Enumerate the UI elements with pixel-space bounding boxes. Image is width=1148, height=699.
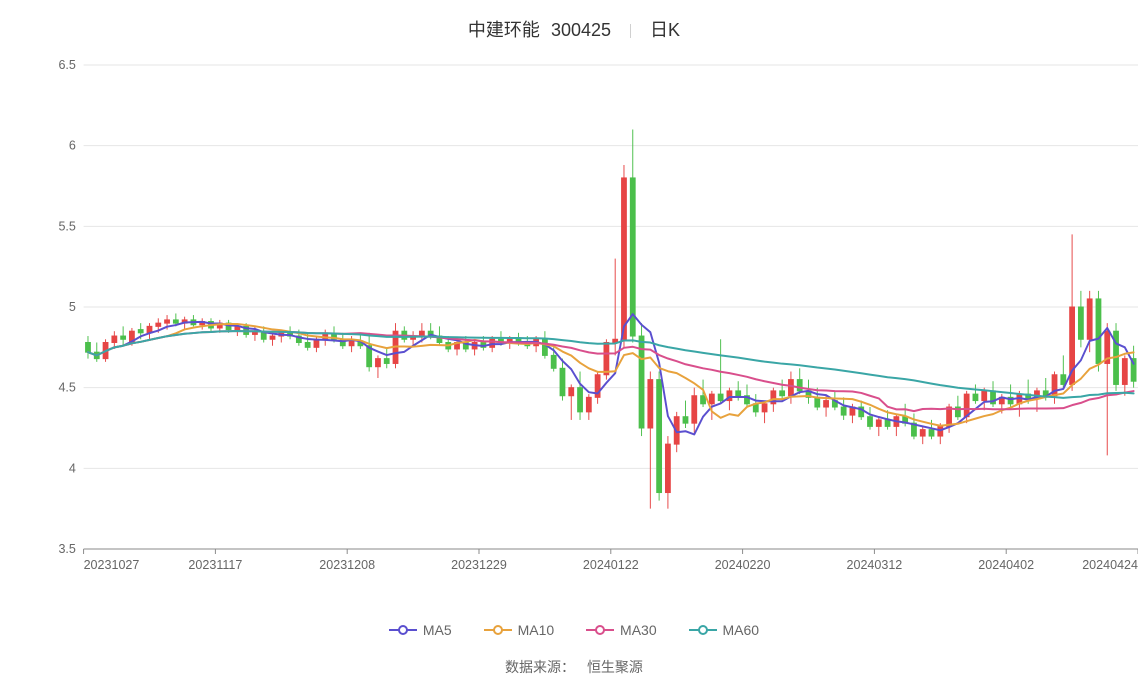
chart-legend: MA5 MA10 MA30 MA60 — [0, 622, 1148, 639]
legend-item-ma5[interactable]: MA5 — [389, 622, 452, 638]
svg-text:3.5: 3.5 — [58, 541, 75, 556]
plot-area: 3.5 4 4.5 5 5.5 6 6.5 20231027 20231117 20231208 2… — [45, 55, 1138, 579]
legend-swatch-ma10 — [484, 624, 512, 636]
svg-text:20240312: 20240312 — [847, 557, 903, 572]
legend-item-ma60[interactable]: MA60 — [689, 622, 760, 638]
svg-text:20240424: 20240424 — [1082, 557, 1138, 572]
legend-item-ma10[interactable]: MA10 — [484, 622, 555, 638]
svg-text:20240122: 20240122 — [583, 557, 639, 572]
legend-swatch-ma30 — [586, 624, 614, 636]
svg-text:20240220: 20240220 — [715, 557, 771, 572]
svg-text:4.5: 4.5 — [58, 379, 75, 394]
svg-text:20231117: 20231117 — [188, 557, 242, 572]
legend-label-ma5: MA5 — [423, 622, 452, 638]
svg-text:4: 4 — [69, 460, 76, 475]
chart-title: 中建环能 300425 日K — [0, 16, 1148, 42]
svg-text:20231229: 20231229 — [451, 557, 507, 572]
chart-period: 日K — [650, 20, 680, 40]
svg-text:20231208: 20231208 — [319, 557, 375, 572]
legend-label-ma10: MA10 — [518, 622, 555, 638]
legend-label-ma60: MA60 — [723, 622, 760, 638]
legend-swatch-ma5 — [389, 624, 417, 636]
legend-label-ma30: MA30 — [620, 622, 657, 638]
chart-svg: 3.5 4 4.5 5 5.5 6 6.5 20231027 20231117 20231208 2… — [45, 55, 1138, 579]
source-value: 恒生聚源 — [587, 659, 643, 675]
svg-text:6.5: 6.5 — [58, 57, 75, 72]
svg-text:20240402: 20240402 — [978, 557, 1034, 572]
stock-name: 中建环能 — [468, 20, 540, 40]
svg-text:6: 6 — [69, 137, 76, 152]
legend-item-ma30[interactable]: MA30 — [586, 622, 657, 638]
svg-text:5.5: 5.5 — [58, 218, 75, 233]
legend-swatch-ma60 — [689, 624, 717, 636]
svg-text:20231027: 20231027 — [84, 557, 140, 572]
title-separator — [630, 24, 631, 38]
source-label: 数据来源： — [505, 659, 575, 675]
stock-code: 300425 — [551, 20, 611, 40]
stock-kline-chart: 中建环能 300425 日K 3.5 4 4.5 5 5.5 6 6.5 20231027 20… — [0, 0, 1148, 699]
data-source: 数据来源： 恒生聚源 — [0, 657, 1148, 677]
svg-text:5: 5 — [69, 299, 76, 314]
